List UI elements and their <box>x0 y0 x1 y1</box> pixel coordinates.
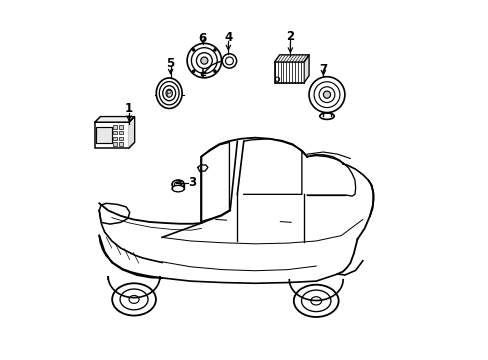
Circle shape <box>213 49 216 51</box>
Circle shape <box>187 43 221 78</box>
FancyBboxPatch shape <box>119 125 123 129</box>
FancyBboxPatch shape <box>113 136 117 140</box>
Polygon shape <box>128 117 134 148</box>
Ellipse shape <box>156 78 182 108</box>
Polygon shape <box>274 55 308 62</box>
Circle shape <box>192 49 194 51</box>
Ellipse shape <box>319 113 333 120</box>
FancyBboxPatch shape <box>274 62 304 83</box>
Text: 4: 4 <box>224 31 232 44</box>
Circle shape <box>192 70 194 72</box>
FancyBboxPatch shape <box>113 131 117 134</box>
Ellipse shape <box>172 180 184 189</box>
FancyBboxPatch shape <box>113 142 117 146</box>
Ellipse shape <box>165 89 172 97</box>
Circle shape <box>323 91 330 98</box>
FancyBboxPatch shape <box>95 122 128 148</box>
FancyBboxPatch shape <box>119 131 123 134</box>
FancyBboxPatch shape <box>119 142 123 146</box>
FancyBboxPatch shape <box>119 136 123 140</box>
Text: 7: 7 <box>319 63 327 76</box>
Polygon shape <box>304 55 308 83</box>
Polygon shape <box>95 117 134 122</box>
Circle shape <box>201 57 207 64</box>
Text: 1: 1 <box>125 103 133 116</box>
FancyBboxPatch shape <box>113 125 117 129</box>
Text: 3: 3 <box>188 176 196 189</box>
Circle shape <box>213 70 216 72</box>
Ellipse shape <box>172 185 184 192</box>
Circle shape <box>222 54 236 68</box>
Text: 5: 5 <box>166 57 174 70</box>
Circle shape <box>308 77 344 113</box>
Text: 2: 2 <box>286 30 294 43</box>
Text: 6: 6 <box>198 32 206 45</box>
FancyBboxPatch shape <box>96 127 111 143</box>
